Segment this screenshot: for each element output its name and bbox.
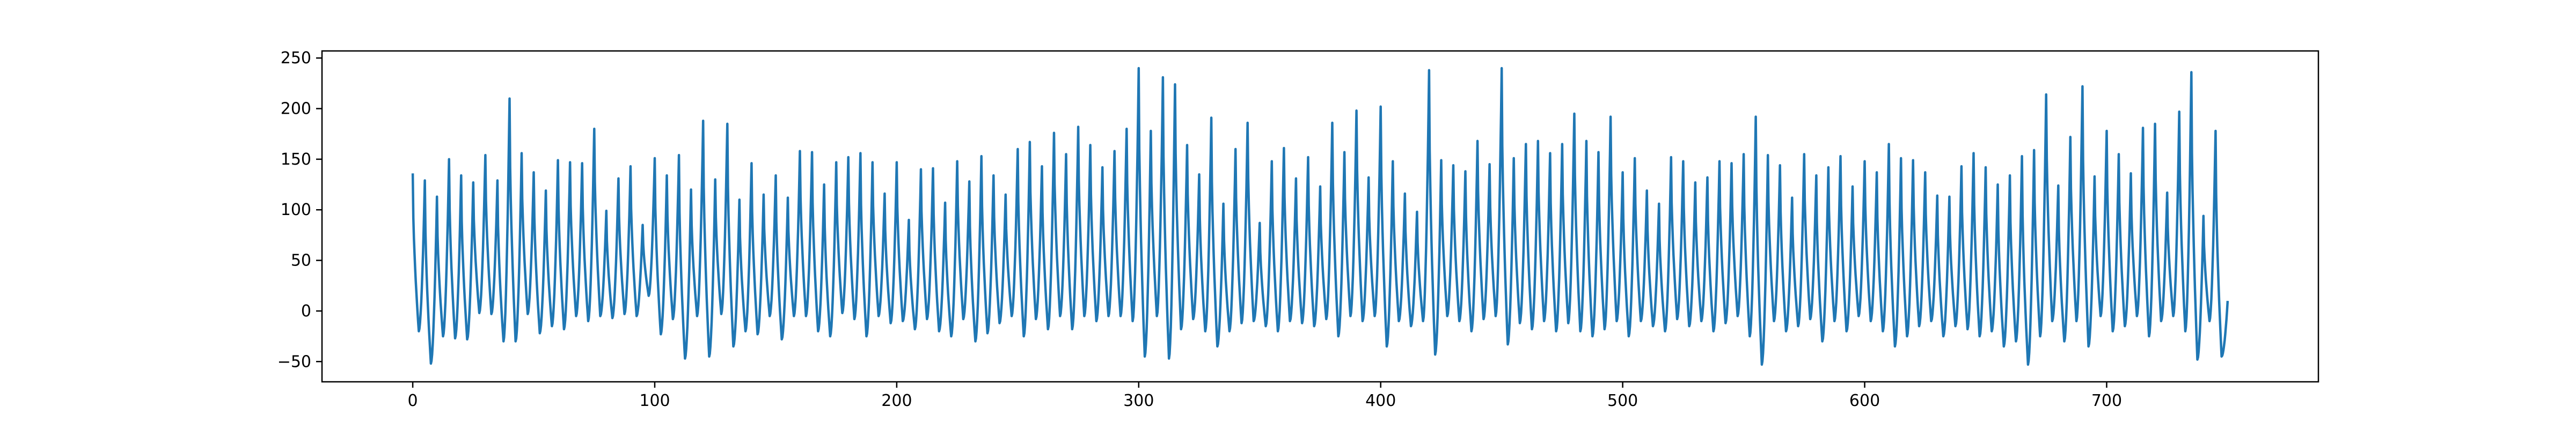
y-tick-label: 200 — [281, 100, 311, 119]
y-tick-label: −50 — [277, 352, 311, 371]
x-tick-label: 100 — [639, 391, 670, 410]
axes-frame — [321, 50, 2319, 383]
x-tick-label: 0 — [408, 391, 418, 410]
plot-area — [411, 66, 2229, 366]
series-line — [411, 66, 2229, 366]
x-tick-label: 200 — [881, 391, 912, 410]
y-tick-label: 0 — [301, 302, 311, 321]
x-tick-label: 700 — [2091, 391, 2122, 410]
y-tick-label: 50 — [291, 252, 311, 270]
y-tick-label: 150 — [281, 150, 311, 169]
x-tick-label: 500 — [1607, 391, 1638, 410]
x-tick-label: 300 — [1123, 391, 1154, 410]
axes: 0 100 200 300 400 500 600 700 −50 0 50 100 150 200 250 — [277, 49, 2319, 410]
x-tick-label: 600 — [1849, 391, 1880, 410]
y-tick-label: 100 — [281, 201, 311, 219]
x-tick-label: 400 — [1365, 391, 1396, 410]
y-tick-label: 250 — [281, 49, 311, 68]
